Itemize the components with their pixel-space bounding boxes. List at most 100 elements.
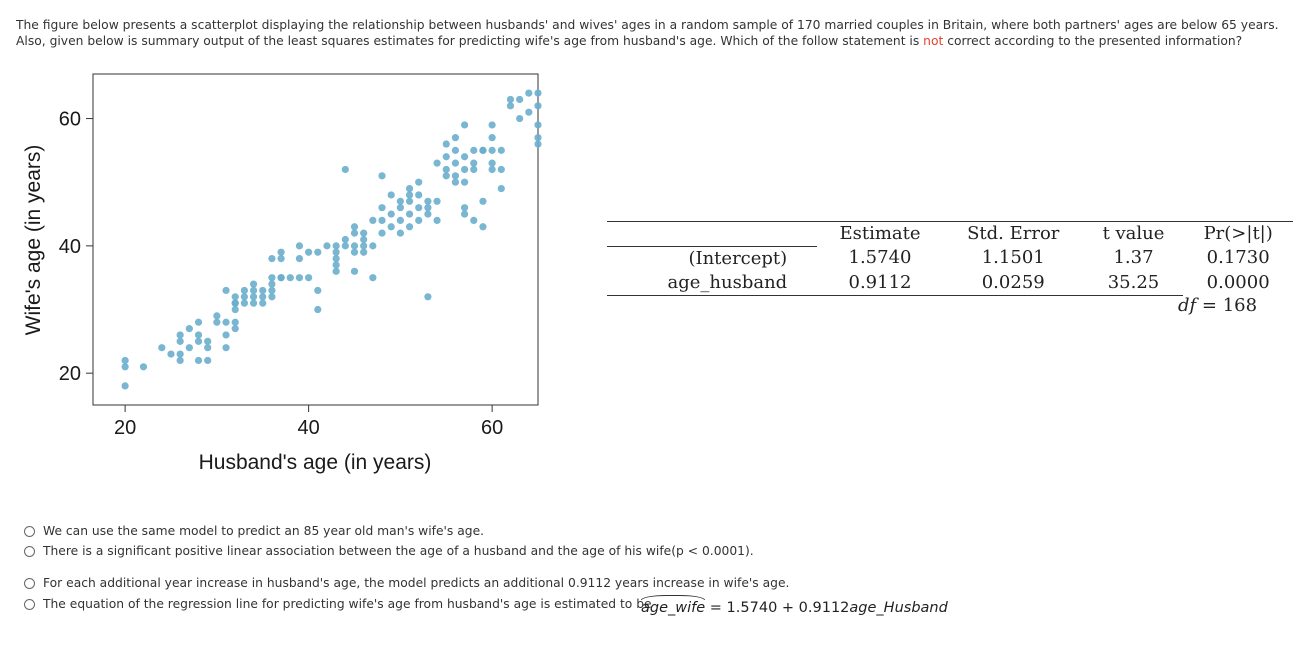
scatter-point bbox=[268, 254, 276, 263]
scatter-point bbox=[479, 197, 487, 205]
scatter-point bbox=[488, 134, 496, 142]
scatter-point bbox=[194, 356, 203, 365]
equation-lhs: age_wife bbox=[641, 595, 706, 616]
scatter-point bbox=[350, 242, 359, 250]
scatter-point bbox=[424, 204, 432, 212]
cell-intercept-t-value: 1.37 bbox=[1113, 247, 1154, 269]
y-axis: 20 40 60 bbox=[59, 109, 93, 385]
scatter-point bbox=[314, 305, 322, 314]
scatter-point bbox=[167, 350, 175, 358]
scatter-point bbox=[360, 248, 368, 256]
scatter-point bbox=[387, 191, 395, 199]
scatter-point bbox=[460, 178, 469, 186]
scatter-point bbox=[231, 299, 239, 307]
x-axis-label: Husband's age (in years) bbox=[199, 451, 432, 474]
scatter-point bbox=[415, 216, 423, 225]
scatter-point bbox=[249, 280, 258, 288]
table-header-std-error: Std. Error bbox=[967, 223, 1060, 244]
scatter-point bbox=[185, 325, 193, 333]
cell-intercept-std-error: 1.1501 bbox=[981, 247, 1045, 269]
cell-slope-estimate: 0.9112 bbox=[817, 270, 943, 296]
scatter-point bbox=[405, 210, 414, 218]
scatter-point bbox=[497, 184, 505, 193]
scatter-point bbox=[433, 216, 441, 225]
regression-equation: age_wife = 1.5740 + 0.9112age_Husband bbox=[641, 595, 948, 616]
scatter-point bbox=[268, 286, 276, 295]
scatter-point bbox=[534, 121, 542, 129]
scatter-point bbox=[222, 344, 230, 352]
scatter-point bbox=[176, 356, 184, 365]
scatter-point bbox=[360, 229, 368, 237]
scatter-point bbox=[314, 248, 322, 256]
scatter-point bbox=[470, 159, 478, 167]
radio-button[interactable] bbox=[24, 577, 35, 589]
scatter-point bbox=[341, 165, 349, 174]
df-label: df bbox=[1178, 295, 1197, 316]
scatter-point bbox=[121, 382, 129, 390]
scatter-point bbox=[433, 197, 441, 205]
scatter-point bbox=[534, 102, 542, 110]
scatter-point bbox=[305, 274, 313, 282]
cell-intercept-estimate: 1.5740 bbox=[848, 247, 912, 269]
scatter-point bbox=[460, 204, 469, 212]
scatter-point bbox=[194, 337, 203, 345]
scatter-point bbox=[332, 261, 340, 269]
table-header-estimate: Estimate bbox=[839, 223, 921, 244]
scatter-point bbox=[314, 286, 322, 295]
scatter-point bbox=[460, 121, 469, 129]
scatter-point bbox=[387, 210, 395, 218]
scatter-point bbox=[369, 242, 377, 250]
scatter-point bbox=[240, 293, 248, 301]
scatter-point bbox=[249, 286, 258, 295]
answer-option-2[interactable]: There is a significant positive linear a… bbox=[24, 544, 754, 558]
scatter-point bbox=[268, 274, 276, 282]
scatter-point bbox=[451, 178, 460, 186]
scatter-point bbox=[525, 89, 533, 97]
row-label-intercept: (Intercept) bbox=[688, 247, 788, 269]
table-header-p-value: Pr(>|t|) bbox=[1203, 223, 1273, 244]
radio-button[interactable] bbox=[24, 598, 35, 610]
scatter-point bbox=[415, 191, 423, 199]
scatter-point bbox=[121, 356, 129, 365]
scatter-point bbox=[405, 223, 414, 231]
answer-option-4[interactable]: The equation of the regression line for … bbox=[24, 597, 652, 611]
scatter-point bbox=[488, 146, 496, 154]
scatter-point bbox=[396, 229, 404, 237]
scatter-point bbox=[451, 134, 460, 142]
scatter-point bbox=[488, 165, 496, 174]
scatter-point bbox=[442, 172, 450, 180]
scatter-point bbox=[222, 286, 230, 295]
equation-rhs-var: age_Husband bbox=[849, 600, 948, 616]
scatter-point bbox=[295, 254, 304, 263]
scatterplot: 20 40 60 20 40 60 Husband's age (in years) W… bbox=[22, 73, 542, 474]
scatter-point bbox=[341, 242, 349, 250]
option-label: There is a significant positive linear a… bbox=[43, 544, 754, 558]
scatter-point bbox=[259, 299, 267, 307]
scatter-point bbox=[488, 121, 496, 129]
scatter-point bbox=[451, 159, 460, 167]
row-label-age-husband: age_husband bbox=[607, 270, 818, 296]
scatter-point bbox=[460, 165, 469, 174]
scatter-point bbox=[350, 229, 359, 237]
scatter-point bbox=[231, 305, 239, 314]
radio-button[interactable] bbox=[24, 545, 35, 557]
answer-option-3[interactable]: For each additional year increase in hus… bbox=[24, 576, 789, 590]
scatter-point bbox=[240, 299, 248, 307]
scatter-point bbox=[240, 286, 248, 295]
scatter-point bbox=[506, 102, 515, 110]
scatter-point bbox=[332, 248, 340, 256]
radio-button[interactable] bbox=[24, 525, 35, 537]
scatter-point bbox=[231, 318, 239, 326]
scatter-point bbox=[204, 356, 212, 365]
scatter-point bbox=[415, 178, 423, 186]
option-label: We can use the same model to predict an … bbox=[43, 524, 485, 538]
scatter-point bbox=[506, 95, 515, 104]
scatter-points bbox=[121, 89, 542, 390]
scatter-point bbox=[405, 191, 414, 199]
option-label: The equation of the regression line for … bbox=[43, 597, 652, 611]
scatter-point bbox=[139, 363, 148, 371]
scatter-point bbox=[350, 223, 359, 231]
scatter-point bbox=[460, 210, 469, 218]
scatter-point bbox=[194, 318, 203, 326]
answer-option-1[interactable]: We can use the same model to predict an … bbox=[24, 524, 484, 538]
